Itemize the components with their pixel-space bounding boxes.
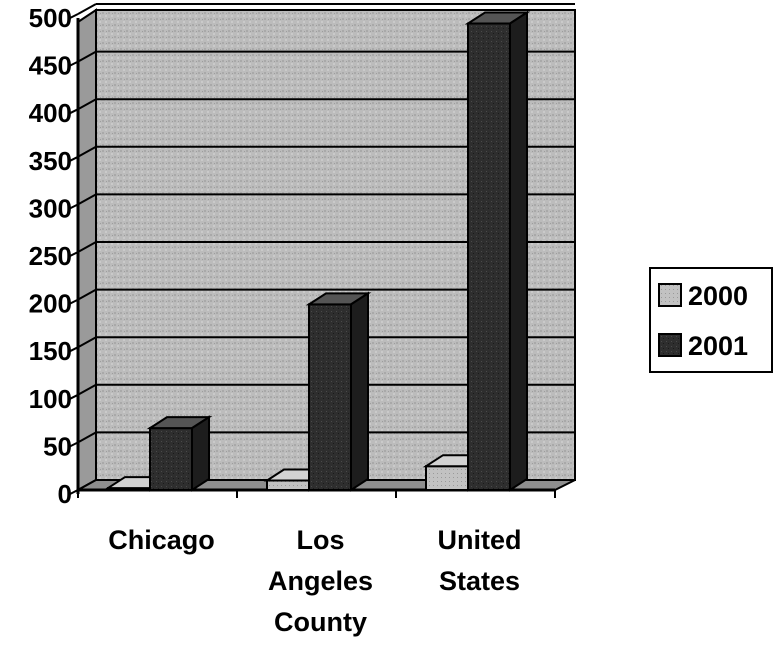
y-tick-label: 250 (29, 241, 72, 271)
bar-2001-0 (146, 415, 213, 492)
bar-2001-2 (464, 10, 531, 492)
bars (104, 10, 531, 492)
legend-swatch-2000 (658, 283, 682, 307)
x-category-label: United States (438, 525, 522, 596)
legend: 2000 2001 (649, 267, 773, 373)
x-axis-category-labels: Chicago Los Angeles County United States (108, 525, 521, 637)
y-tick-label: 50 (43, 431, 72, 461)
y-tick-label: 400 (29, 98, 72, 128)
legend-swatch-2001 (658, 333, 682, 357)
y-tick-label: 0 (58, 479, 72, 509)
legend-label-2000: 2000 (688, 281, 748, 311)
y-tick-label: 300 (29, 193, 72, 223)
y-tick-label: 450 (29, 51, 72, 81)
x-category-label: Chicago (108, 525, 215, 555)
y-tick-label: 100 (29, 384, 72, 414)
legend-label-2001: 2001 (688, 331, 748, 361)
bar-2001-1 (305, 291, 372, 492)
y-tick-label: 150 (29, 336, 72, 366)
y-tick-label: 200 (29, 289, 72, 319)
x-category-label: Los Angeles County (268, 525, 373, 637)
y-tick-label: 500 (29, 3, 72, 33)
y-tick-label: 350 (29, 146, 72, 176)
y-axis-tick-labels: 0 50 100 150 200 250 300 350 400 450 500 (29, 3, 72, 509)
